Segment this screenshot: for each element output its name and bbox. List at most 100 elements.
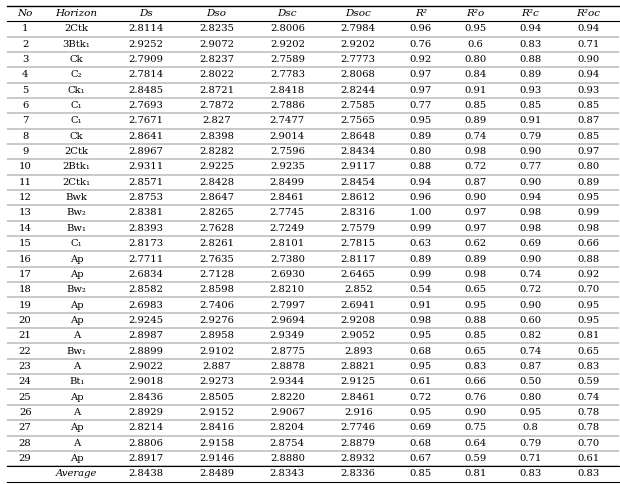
Text: 2.9349: 2.9349	[270, 331, 305, 340]
Text: 0.72: 0.72	[519, 285, 541, 294]
Text: 2.8210: 2.8210	[270, 285, 305, 294]
Text: 2.7628: 2.7628	[199, 224, 234, 233]
Text: 2.9202: 2.9202	[340, 40, 376, 49]
Text: 2.9273: 2.9273	[199, 378, 234, 386]
Text: 11: 11	[19, 178, 32, 187]
Text: 2.7745: 2.7745	[270, 209, 305, 217]
Text: 0.98: 0.98	[519, 209, 541, 217]
Text: 0.79: 0.79	[519, 439, 541, 448]
Text: 0.95: 0.95	[410, 362, 432, 371]
Text: 2.9235: 2.9235	[270, 163, 305, 171]
Text: 0.90: 0.90	[519, 255, 541, 264]
Text: Dso: Dso	[206, 9, 226, 18]
Text: 2.8929: 2.8929	[128, 408, 163, 417]
Text: 2.8461: 2.8461	[340, 393, 376, 402]
Text: Dsoc: Dsoc	[345, 9, 371, 18]
Text: 2.7477: 2.7477	[270, 117, 305, 125]
Text: 0.77: 0.77	[410, 101, 432, 110]
Text: 0.98: 0.98	[464, 147, 487, 156]
Text: 0.85: 0.85	[464, 101, 487, 110]
Text: 0.88: 0.88	[464, 316, 487, 325]
Text: 2.8068: 2.8068	[341, 70, 376, 79]
Text: 0.90: 0.90	[519, 301, 541, 310]
Text: 0.88: 0.88	[410, 163, 432, 171]
Text: 2.8454: 2.8454	[340, 178, 376, 187]
Text: 0.70: 0.70	[577, 439, 600, 448]
Text: Bwk: Bwk	[66, 193, 87, 202]
Text: 0.87: 0.87	[464, 178, 487, 187]
Text: 0.50: 0.50	[519, 378, 541, 386]
Text: 0.80: 0.80	[410, 147, 432, 156]
Text: 2Ctk: 2Ctk	[64, 147, 89, 156]
Text: 28: 28	[19, 439, 32, 448]
Text: A: A	[73, 331, 80, 340]
Text: 0.92: 0.92	[410, 55, 432, 64]
Text: 0.93: 0.93	[577, 86, 600, 95]
Text: 2.8398: 2.8398	[199, 132, 234, 141]
Text: 0.89: 0.89	[464, 117, 487, 125]
Text: 0.78: 0.78	[577, 408, 600, 417]
Text: 0.80: 0.80	[519, 393, 541, 402]
Text: 2.7579: 2.7579	[340, 224, 376, 233]
Text: 2.8214: 2.8214	[128, 424, 164, 432]
Text: Bt₁: Bt₁	[69, 378, 84, 386]
Text: 0.95: 0.95	[410, 331, 432, 340]
Text: 0.89: 0.89	[464, 255, 487, 264]
Text: 15: 15	[19, 239, 32, 248]
Text: 2.6465: 2.6465	[341, 270, 376, 279]
Text: 14: 14	[19, 224, 32, 233]
Text: 2.6983: 2.6983	[128, 301, 163, 310]
Text: 0.66: 0.66	[577, 239, 599, 248]
Text: Ap: Ap	[70, 255, 84, 264]
Text: 2.9276: 2.9276	[199, 316, 234, 325]
Text: 2.8598: 2.8598	[199, 285, 234, 294]
Text: Bw₂: Bw₂	[67, 285, 87, 294]
Text: 0.94: 0.94	[519, 24, 541, 33]
Text: 2Btk₁: 2Btk₁	[63, 163, 91, 171]
Text: 0.63: 0.63	[410, 239, 432, 248]
Text: 2.8775: 2.8775	[270, 347, 305, 356]
Text: 0.95: 0.95	[577, 301, 600, 310]
Text: 0.94: 0.94	[410, 178, 432, 187]
Text: 2.7565: 2.7565	[341, 117, 376, 125]
Text: 22: 22	[19, 347, 32, 356]
Text: 0.72: 0.72	[410, 393, 432, 402]
Text: C₂: C₂	[71, 70, 82, 79]
Text: R²oc: R²oc	[576, 9, 600, 18]
Text: 0.66: 0.66	[464, 378, 487, 386]
Text: 6: 6	[22, 101, 29, 110]
Text: 2.8721: 2.8721	[199, 86, 234, 95]
Text: 0.59: 0.59	[577, 378, 600, 386]
Text: 2.7909: 2.7909	[128, 55, 163, 64]
Text: 2.7814: 2.7814	[128, 70, 164, 79]
Text: 2.8235: 2.8235	[199, 24, 234, 33]
Text: 2.8505: 2.8505	[199, 393, 234, 402]
Text: 0.96: 0.96	[410, 193, 432, 202]
Text: 3: 3	[22, 55, 29, 64]
Text: C₁: C₁	[71, 239, 82, 248]
Text: 24: 24	[19, 378, 32, 386]
Text: 0.90: 0.90	[519, 178, 541, 187]
Text: 0.99: 0.99	[577, 209, 600, 217]
Text: 2.7783: 2.7783	[270, 70, 305, 79]
Text: 0.69: 0.69	[519, 239, 541, 248]
Text: 2.7585: 2.7585	[340, 101, 376, 110]
Text: C₁: C₁	[71, 101, 82, 110]
Text: 0.79: 0.79	[519, 132, 541, 141]
Text: 2: 2	[22, 40, 29, 49]
Text: 0.95: 0.95	[577, 193, 600, 202]
Text: 20: 20	[19, 316, 32, 325]
Text: 0.95: 0.95	[464, 24, 487, 33]
Text: 2.8343: 2.8343	[270, 469, 305, 478]
Text: 0.83: 0.83	[519, 40, 541, 49]
Text: 0.83: 0.83	[464, 362, 487, 371]
Text: 0.68: 0.68	[410, 439, 432, 448]
Text: 2.8821: 2.8821	[340, 362, 376, 371]
Text: Average: Average	[56, 469, 97, 478]
Text: 0.98: 0.98	[464, 270, 487, 279]
Text: 17: 17	[19, 270, 32, 279]
Text: 2.8499: 2.8499	[270, 178, 305, 187]
Text: 0.65: 0.65	[577, 347, 600, 356]
Text: 0.99: 0.99	[410, 270, 432, 279]
Text: 0.89: 0.89	[577, 178, 600, 187]
